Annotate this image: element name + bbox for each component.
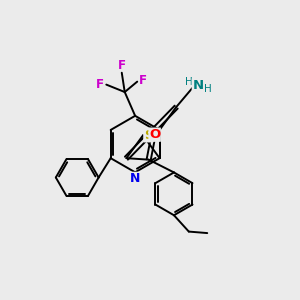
Text: N: N (130, 172, 140, 185)
Text: F: F (139, 74, 147, 87)
Text: H: H (185, 77, 193, 87)
Text: H: H (204, 84, 212, 94)
Text: O: O (149, 128, 160, 141)
Text: N: N (192, 79, 203, 92)
Text: F: F (118, 59, 126, 72)
Text: F: F (96, 77, 104, 91)
Text: S: S (144, 129, 153, 142)
